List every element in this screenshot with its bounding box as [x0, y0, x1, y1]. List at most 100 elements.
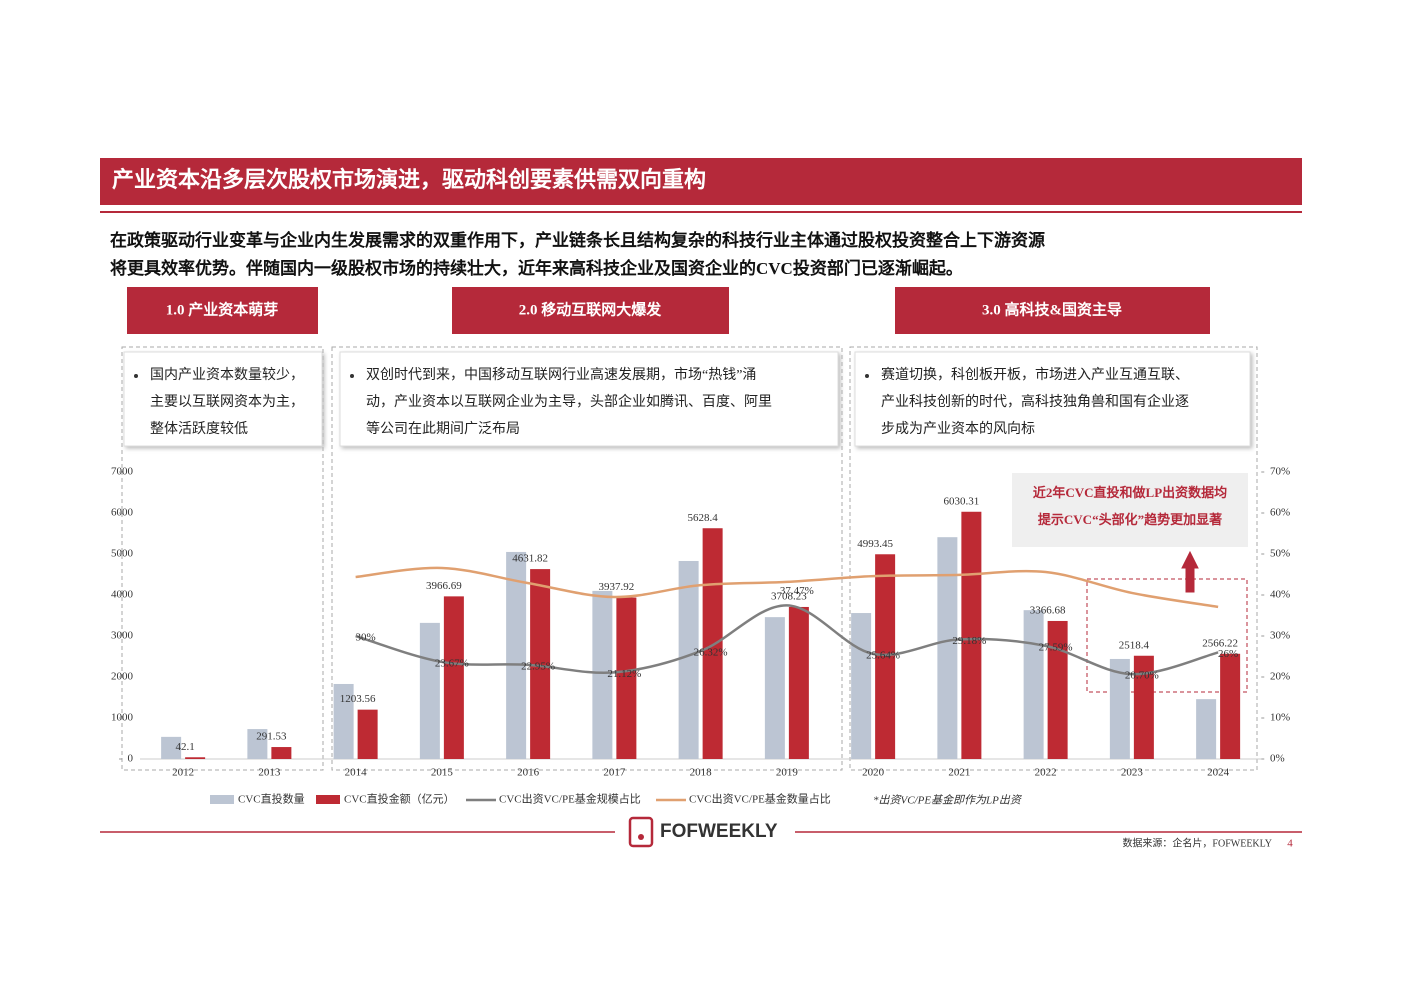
logo-text: FOFWEEKLY [660, 821, 778, 842]
line-value-label: 26.32% [694, 647, 728, 659]
y2-tick-label: 60% [1270, 507, 1290, 519]
annotation-box [1012, 473, 1248, 547]
x-tick-label: 2014 [345, 767, 368, 779]
bullet-dot [134, 374, 138, 378]
phase-region [121, 346, 324, 771]
phase-box [339, 351, 839, 447]
page-number: 4 [1287, 838, 1293, 850]
slide-title: 产业资本沿多层次股权市场演进，驱动科创要素供需双向重构 [112, 167, 706, 192]
annotation: 提示CVC“头部化”趋势更加显著 [1038, 512, 1222, 527]
phase-header [895, 287, 1210, 334]
phase-box [854, 351, 1251, 447]
line-value-label: 21.12% [607, 668, 641, 680]
title-bar [100, 158, 1302, 205]
intro-line: 将更具效率优势。伴随国内一级股权市场的持续壮大，近年来高科技企业及国资企业的CV… [110, 258, 963, 278]
logo-icon [628, 816, 654, 848]
x-tick-label: 2013 [258, 767, 281, 779]
y-tick-label: 3000 [111, 630, 134, 642]
y-tick-label: 4000 [111, 589, 134, 601]
x-tick-label: 2016 [517, 767, 540, 779]
y-tick-label: 0 [128, 753, 134, 765]
phase-boxes [123, 351, 1251, 447]
bar [875, 554, 896, 759]
bar [1220, 653, 1241, 759]
bullet-line: 国内产业资本数量较少， [150, 367, 304, 383]
legend-swatch [316, 795, 340, 804]
y2-tick-label: 10% [1270, 712, 1290, 724]
up-arrow [1181, 550, 1199, 593]
x-tick-label: 2023 [1121, 767, 1144, 779]
line-value-label: 26% [1218, 648, 1238, 660]
bar [357, 709, 378, 759]
source: 数据来源：企名片，FOFWEEKLY [1122, 836, 1272, 849]
bar [851, 613, 872, 759]
bar [185, 757, 206, 759]
x-tick-label: 2018 [690, 767, 713, 779]
legend-label: CVC出资VC/PE基金数量占比 [689, 792, 831, 806]
y-tick-label: 7000 [111, 466, 134, 478]
bullet-line: 产业科技创新的时代，高科技独角兽和国有企业逐 [881, 393, 1189, 410]
bar-value-label: 42.1 [176, 741, 195, 753]
bullet-line: 主要以互联网资本为主， [150, 394, 304, 410]
bar-value-label: 4631.82 [512, 553, 548, 565]
line-value-label: 30% [356, 632, 376, 644]
x-tick-label: 2020 [862, 767, 885, 779]
line-value-label: 23.67% [435, 657, 469, 669]
y2-tick-label: 0% [1270, 753, 1285, 765]
x-tick-label: 2017 [603, 767, 626, 779]
bar [788, 606, 809, 759]
x-tick-label: 2024 [1207, 767, 1230, 779]
bar [271, 747, 292, 759]
bar-value-label: 3966.69 [426, 580, 462, 592]
y2-tick-label: 70% [1270, 466, 1290, 478]
x-tick-label: 2019 [776, 767, 799, 779]
bar [592, 590, 613, 759]
legend-label: CVC直投金额（亿元） [344, 792, 455, 806]
bar-value-label: 3937.92 [599, 581, 635, 593]
x-tick-label: 2015 [431, 767, 454, 779]
bar [1047, 620, 1068, 759]
y2-tick-label: 50% [1270, 548, 1290, 560]
y-tick-label: 6000 [111, 507, 134, 519]
y-tick-label: 1000 [111, 712, 134, 724]
legend-swatch [210, 795, 234, 804]
line-value-label: 20.70% [1125, 670, 1159, 682]
line-value-label: 29.18% [952, 635, 986, 647]
bar-value-label: 2518.4 [1119, 639, 1150, 651]
bar [678, 560, 699, 759]
phase-label: 3.0 高科技&国资主导 [982, 300, 1122, 318]
bar-value-label: 2566.22 [1202, 637, 1238, 649]
phase-region [331, 346, 843, 771]
bar [937, 537, 958, 759]
bullet-dot [865, 374, 869, 378]
bar-value-label: 6030.31 [944, 495, 980, 507]
chart: 0 1000 2000 3000 4000 5000 6000 7000 0% 10% 20% 30%… [111, 466, 1290, 807]
line-value-label: 22.95% [521, 660, 555, 672]
bar [419, 622, 440, 759]
phase-box [123, 351, 323, 447]
line-value-label: 27.59% [1039, 641, 1073, 653]
annotation: 近2年CVC直投和做LP出资数据均 [1033, 485, 1227, 500]
bar-value-label: 5628.4 [688, 512, 719, 524]
x-tick-label: 2022 [1035, 767, 1057, 779]
bullet-line: 赛道切换，科创板开板，市场进入产业互通互联、 [881, 366, 1189, 383]
bar-value-label: 3366.68 [1030, 604, 1066, 616]
bar-value-label: 3708.23 [771, 590, 807, 602]
y-tick-label: 2000 [111, 671, 134, 683]
line-value-label: 37.47% [780, 585, 814, 597]
bullet-line: 双创时代到来，中国移动互联网行业高速发展期，市场“热钱”涌 [366, 366, 756, 383]
line [355, 566, 1219, 609]
legend-label: CVC直投数量 [238, 792, 305, 806]
bullet-line: 整体活跃度较低 [150, 421, 248, 437]
bar [616, 597, 637, 759]
phase-regions [121, 346, 1258, 771]
phase-header [127, 287, 318, 334]
phase-region [849, 346, 1258, 771]
footnote: *出资VC/PE基金即作为LP出资 [873, 794, 1023, 807]
line [355, 604, 1219, 676]
highlight-box [1086, 578, 1248, 693]
bullet-line: 等公司在此期间广泛布局 [366, 420, 520, 437]
bullet-dot [350, 374, 354, 378]
x-tick-label: 2021 [948, 767, 970, 779]
